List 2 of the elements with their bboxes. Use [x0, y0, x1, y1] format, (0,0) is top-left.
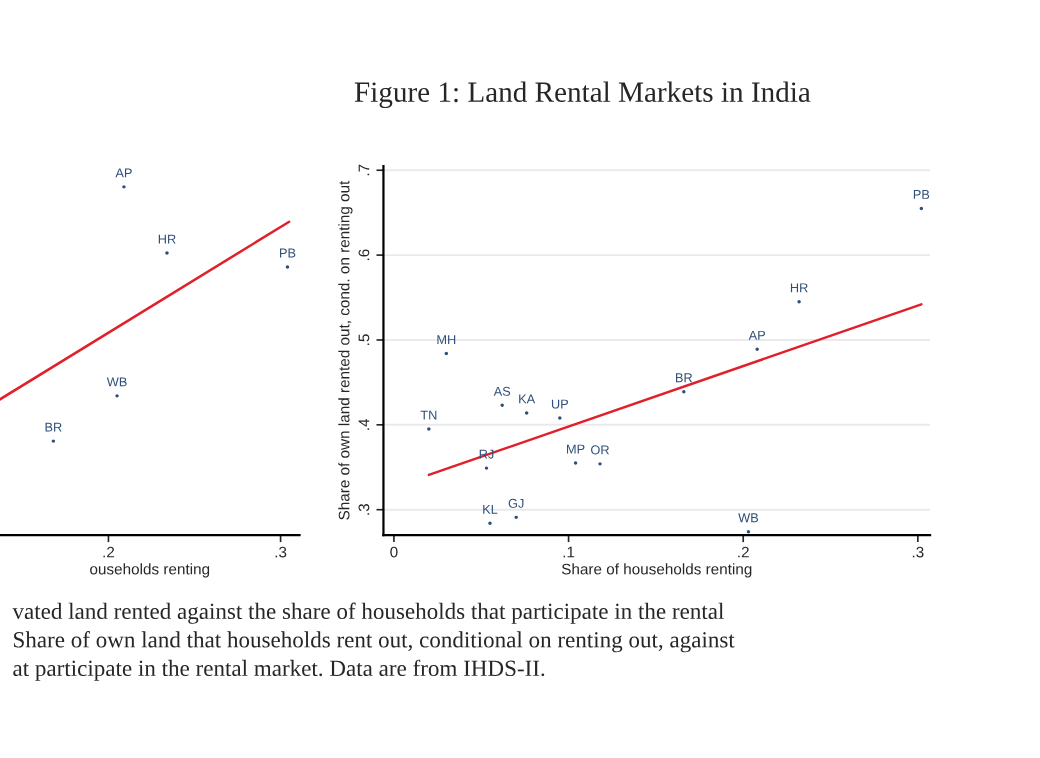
chart-title: Figure 1: Land Rental Markets in India [354, 81, 811, 109]
text: vated land rented against the share of households that participate in the rental Share of own land that households rent out, conditional on renting out, against at participate in the rental market. Data are from IHDS-II. [12, 602, 735, 681]
